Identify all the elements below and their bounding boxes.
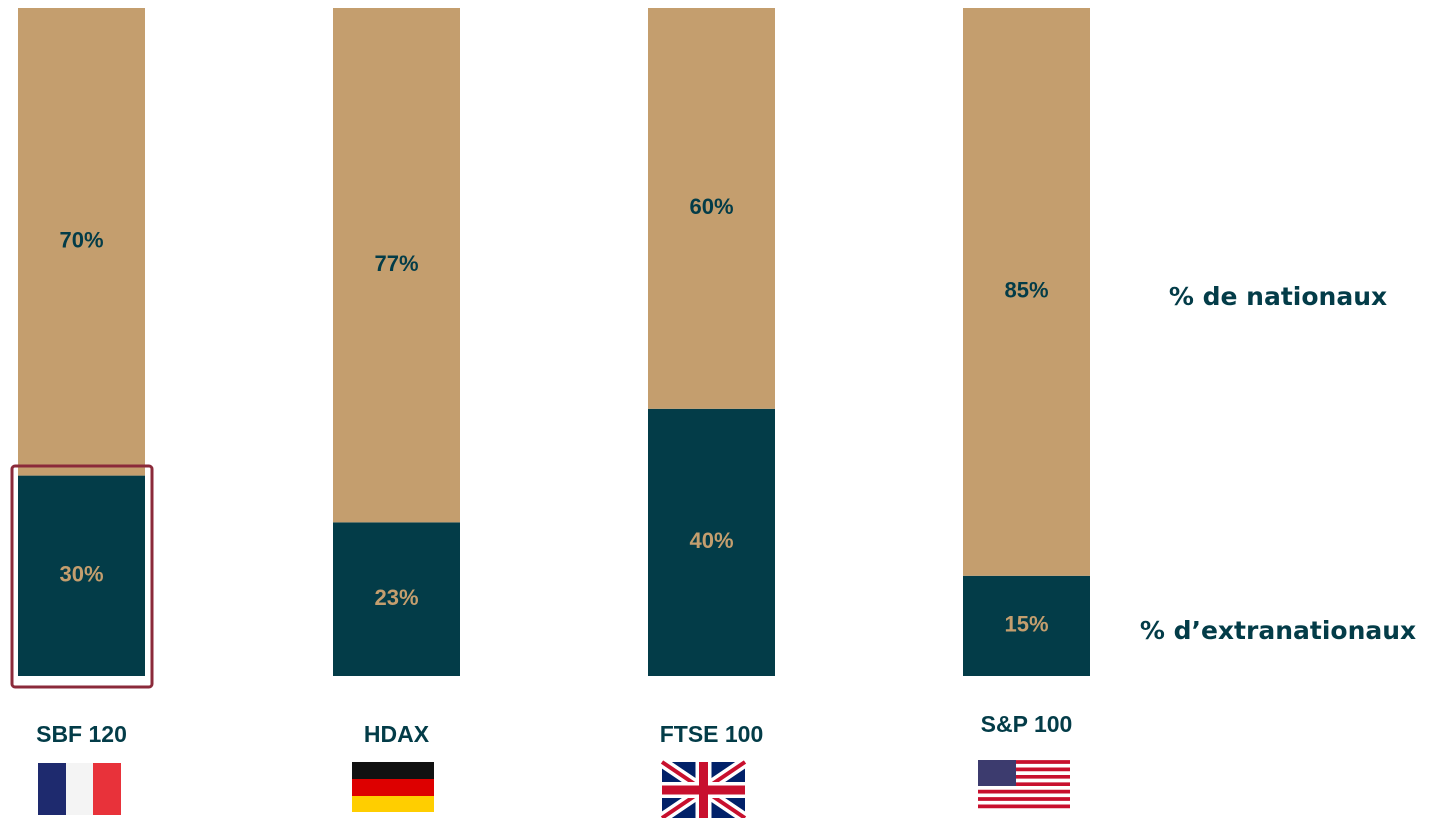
category-label: HDAX [364, 721, 430, 747]
value-label: 60% [689, 194, 733, 219]
flag-france [38, 763, 121, 815]
legend-label: % de nationaux [1169, 282, 1387, 311]
bar-segment [333, 8, 460, 523]
value-label: 85% [1004, 278, 1048, 303]
category-label: SBF 120 [36, 721, 127, 747]
bar-segment [18, 8, 145, 476]
bar-segment [963, 575, 1090, 676]
highlight-box [10, 464, 154, 689]
legend-label: % d’extranationaux [1140, 616, 1416, 645]
flag-usa [978, 760, 1070, 809]
bar-segment [333, 522, 460, 676]
value-label: 30% [59, 562, 103, 587]
value-label: 15% [1004, 612, 1048, 637]
bar-segment [648, 408, 775, 676]
category-label: S&P 100 [981, 711, 1073, 737]
value-label: 77% [374, 251, 418, 276]
bar-segment [963, 8, 1090, 576]
flag-germany [352, 762, 434, 812]
value-label: 70% [59, 228, 103, 253]
flag-uk [658, 757, 749, 818]
bar-segment [18, 475, 145, 676]
value-label: 23% [374, 585, 418, 610]
value-label: 40% [689, 528, 733, 553]
category-label: FTSE 100 [660, 721, 764, 747]
bar-segment [648, 8, 775, 409]
